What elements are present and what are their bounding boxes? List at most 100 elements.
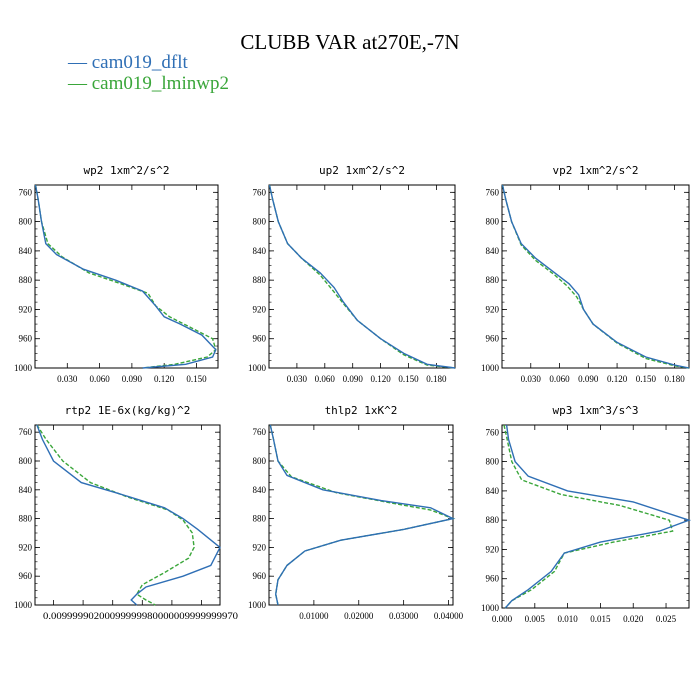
y-tick-label: 760 bbox=[253, 187, 267, 197]
x-tick-label: 0.03000 bbox=[389, 611, 419, 621]
y-tick-label: 880 bbox=[486, 275, 500, 285]
y-tick-label: 760 bbox=[486, 187, 500, 197]
subplot-2: up2 1xm^2/s^2 760 800 840 880 920 960 1000 0.030… bbox=[248, 164, 456, 384]
x-tick-label: 0.04000 bbox=[434, 611, 464, 621]
plot-frame bbox=[501, 424, 690, 609]
x-tick-label: 0.150 bbox=[398, 374, 419, 384]
y-tick-label: 840 bbox=[253, 246, 267, 256]
y-tick-label: 1000 bbox=[481, 603, 500, 613]
y-tick-label: 880 bbox=[253, 275, 267, 285]
y-tick-label: 920 bbox=[19, 304, 33, 314]
y-tick-label: 960 bbox=[486, 574, 500, 584]
legend-label-dflt: cam019_dflt bbox=[91, 52, 188, 73]
subplot-title: wp2 1xm^2/s^2 bbox=[83, 164, 169, 177]
x-tick-label: 0.000 bbox=[492, 614, 513, 624]
x-tick-label: 0.090 bbox=[122, 374, 143, 384]
y-tick-label: 920 bbox=[19, 542, 33, 552]
y-tick-label: 880 bbox=[19, 514, 33, 524]
x-tick-label: 0.005 bbox=[525, 614, 546, 624]
y-tick-label: 800 bbox=[19, 217, 33, 227]
series-line-lminwp2 bbox=[34, 184, 217, 369]
y-tick-label: 880 bbox=[253, 514, 267, 524]
subplot-title: wp3 1xm^3/s^3 bbox=[552, 404, 638, 417]
plot-frame bbox=[34, 424, 221, 606]
plot-frame bbox=[501, 184, 690, 369]
x-tick-label: 0.120 bbox=[370, 374, 391, 384]
series-line-lminwp2 bbox=[268, 184, 456, 369]
x-tick-label: 0.030 bbox=[287, 374, 308, 384]
y-tick-label: 760 bbox=[486, 427, 500, 437]
y-tick-label: 920 bbox=[486, 544, 500, 554]
y-tick-label: 960 bbox=[253, 571, 267, 581]
x-tick-label: 0.030 bbox=[57, 374, 78, 384]
plot-frame bbox=[34, 184, 219, 369]
y-tick-label: 1000 bbox=[248, 363, 267, 373]
y-tick-label: 920 bbox=[253, 542, 267, 552]
plot-frame bbox=[268, 424, 454, 606]
y-tick-label: 800 bbox=[486, 457, 500, 467]
subplot-5: thlp2 1xK^2 760 800 840 880 920 960 1000 0.01000… bbox=[248, 404, 464, 621]
y-tick-label: 1000 bbox=[481, 363, 500, 373]
x-tick-label: 0.01000 bbox=[299, 611, 329, 621]
y-tick-label: 760 bbox=[19, 427, 33, 437]
y-tick-label: 1000 bbox=[248, 600, 267, 610]
y-tick-label: 800 bbox=[253, 217, 267, 227]
y-tick-label: 920 bbox=[253, 304, 267, 314]
series-line-dflt bbox=[501, 184, 690, 369]
y-tick-label: 960 bbox=[19, 334, 33, 344]
y-tick-label: 840 bbox=[253, 485, 267, 495]
series-line-dflt bbox=[36, 424, 221, 606]
x-tick-label: 0.015 bbox=[590, 614, 611, 624]
plot-frame bbox=[268, 184, 456, 369]
series-line-lminwp2 bbox=[503, 424, 674, 609]
subplot-1: wp2 1xm^2/s^2 760 800 840 880 920 960 1000 0.030… bbox=[14, 164, 219, 384]
x-tick-label: 0.120 bbox=[607, 374, 628, 384]
y-tick-label: 1000 bbox=[14, 363, 33, 373]
y-tick-label: 800 bbox=[19, 456, 33, 466]
x-tick-label: 0.060 bbox=[315, 374, 336, 384]
x-tick-label: 0.030 bbox=[521, 374, 542, 384]
subplot-3: vp2 1xm^2/s^2 760 800 840 880 920 960 1000 0.030… bbox=[481, 164, 690, 384]
x-tick-label: 0.060 bbox=[549, 374, 570, 384]
x-tick-label: 0.150 bbox=[636, 374, 657, 384]
legend-label-lminwp2: cam019_lminwp2 bbox=[91, 73, 229, 94]
x-tick-label: 0.180 bbox=[426, 374, 447, 384]
y-tick-label: 760 bbox=[19, 187, 33, 197]
y-tick-label: 960 bbox=[19, 571, 33, 581]
x-tick-label: 0.060 bbox=[89, 374, 110, 384]
x-tick-label: 0.150 bbox=[186, 374, 207, 384]
x-tick-label: 0.025 bbox=[656, 614, 677, 624]
y-tick-label: 920 bbox=[486, 304, 500, 314]
subplot-title: up2 1xm^2/s^2 bbox=[319, 164, 405, 177]
y-tick-label: 1000 bbox=[14, 600, 33, 610]
legend-item-dflt: — cam019_dflt bbox=[68, 52, 188, 73]
subplot-title: vp2 1xm^2/s^2 bbox=[552, 164, 638, 177]
series-line-dflt bbox=[34, 184, 217, 369]
x-tick-label: 0.020 bbox=[623, 614, 644, 624]
legend-item-lminwp2: — cam019_lminwp2 bbox=[68, 73, 229, 94]
x-tick-label: 0.180 bbox=[664, 374, 685, 384]
series-line-dflt bbox=[268, 184, 456, 369]
legend: — cam019_dflt — cam019_lminwp2 bbox=[68, 52, 229, 94]
x-tick-label: 0.02000 bbox=[344, 611, 374, 621]
x-tick-label: 0.090 bbox=[343, 374, 364, 384]
y-tick-label: 960 bbox=[253, 334, 267, 344]
x-tick-label: 0.010 bbox=[557, 614, 578, 624]
chart-title: CLUBB VAR at270E,-7N bbox=[240, 30, 460, 54]
series-line-dflt bbox=[504, 424, 692, 609]
x-tick-label: 0.120 bbox=[154, 374, 175, 384]
y-tick-label: 800 bbox=[253, 456, 267, 466]
y-tick-label: 760 bbox=[253, 427, 267, 437]
subplot-6: wp3 1xm^3/s^3 760 800 840 880 920 960 10000.000… bbox=[481, 404, 692, 624]
subplot-4: rtp2 1E-6x(kg/kg)^2 760 800 840 880 920 960 100… bbox=[14, 404, 239, 621]
y-tick-label: 840 bbox=[486, 246, 500, 256]
y-tick-label: 880 bbox=[486, 515, 500, 525]
y-tick-label: 840 bbox=[19, 246, 33, 256]
subplot-title: rtp2 1E-6x(kg/kg)^2 bbox=[65, 404, 191, 417]
series-line-dflt bbox=[269, 424, 456, 606]
subplot-title: thlp2 1xK^2 bbox=[325, 404, 398, 417]
y-tick-label: 960 bbox=[486, 334, 500, 344]
series-line-lminwp2 bbox=[501, 184, 690, 369]
y-tick-label: 800 bbox=[486, 217, 500, 227]
